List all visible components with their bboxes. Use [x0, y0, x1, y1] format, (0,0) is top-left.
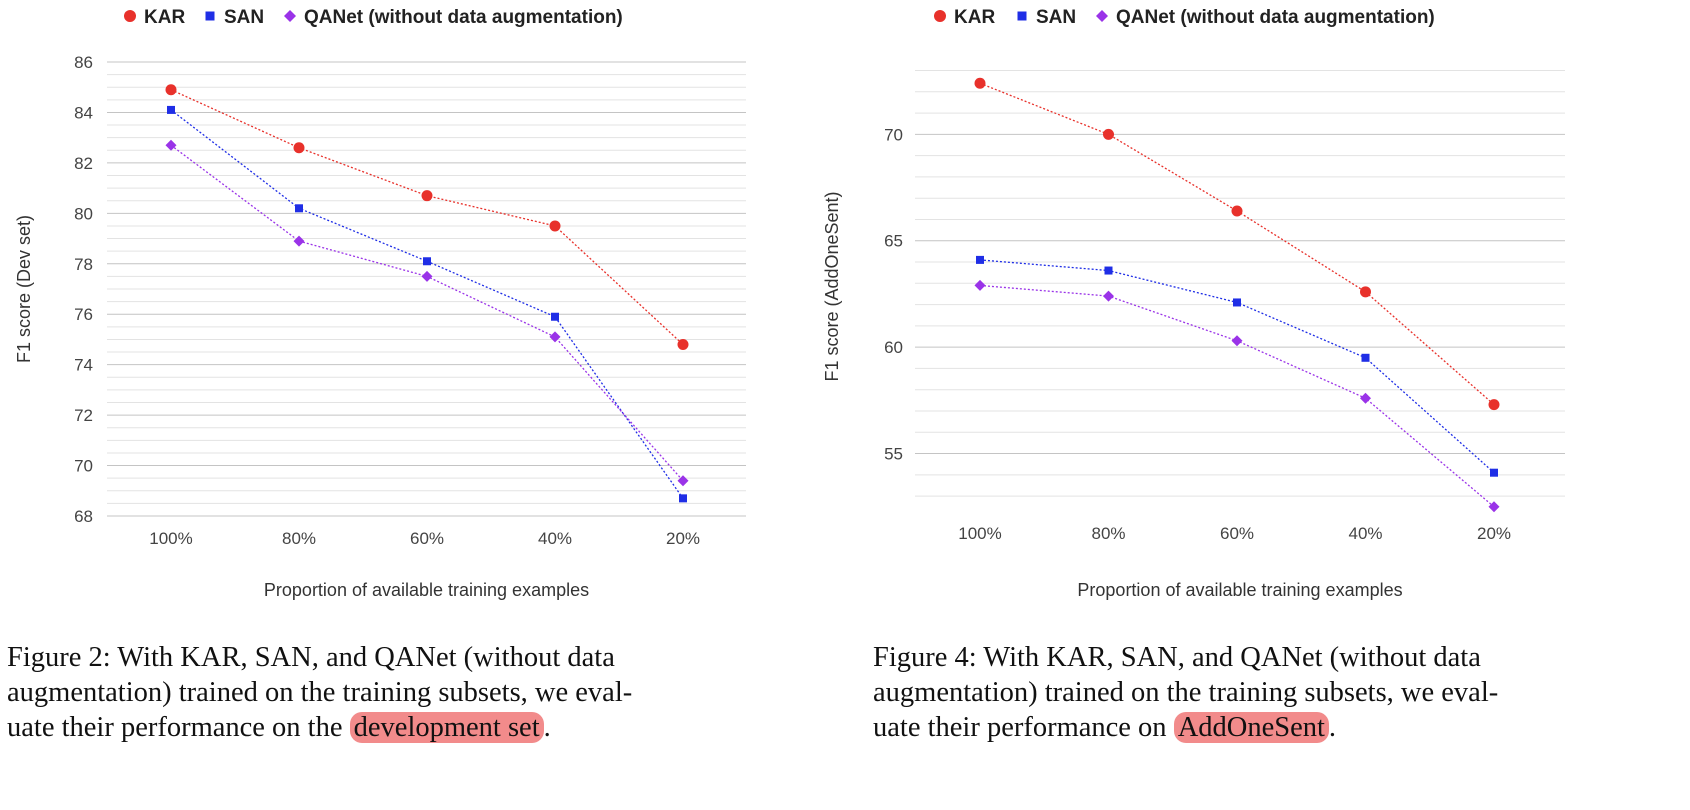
x-tick-label: 60%: [410, 529, 444, 548]
y-tick-label: 68: [74, 507, 93, 526]
data-point: [293, 142, 305, 154]
x-tick-label: 20%: [1477, 524, 1511, 543]
x-tick-label: 40%: [1348, 524, 1382, 543]
legend-marker: [284, 10, 296, 22]
y-axis-label: F1 score (Dev set): [14, 215, 34, 363]
caption-figure-2: Figure 2: With KAR, SAN, and QANet (with…: [7, 640, 807, 745]
data-point: [1104, 266, 1113, 275]
x-tick-label: 20%: [666, 529, 700, 548]
caption-text: .: [543, 712, 551, 743]
data-point: [1361, 353, 1370, 362]
data-point: [679, 494, 687, 503]
legend-entry: KAR: [954, 7, 995, 28]
series-line-kar: [979, 82, 1495, 406]
data-point: [677, 475, 689, 487]
y-tick-label: 86: [74, 53, 93, 72]
data-point: [165, 84, 177, 96]
legend-entry: QANet (without data augmentation): [1116, 7, 1435, 28]
caption-text: uate their performance on the: [7, 712, 343, 743]
chart-addonesent: 55 60 65 70 100% 80% 60% 40% 20% Proportion of av…: [822, 7, 1565, 600]
data-point: [976, 255, 984, 264]
y-tick-label: 60: [884, 338, 903, 357]
data-point: [165, 139, 177, 151]
series-line-san: [170, 109, 684, 499]
y-tick-label: 78: [74, 255, 93, 274]
caption-line: augmentation) trained on the training su…: [873, 677, 1499, 708]
data-point: [549, 331, 561, 343]
legend-marker: [205, 11, 215, 21]
legend-marker: [124, 10, 136, 22]
highlighted-term: development set: [349, 712, 544, 743]
data-point: [549, 220, 561, 232]
x-tick-label: 100%: [958, 524, 1001, 543]
data-point: [167, 105, 175, 114]
caption-line: augmentation) trained on the training su…: [7, 677, 633, 708]
y-tick-label: 82: [74, 154, 93, 173]
data-point: [1488, 399, 1500, 411]
data-point: [1488, 501, 1500, 513]
data-point: [1103, 290, 1114, 302]
data-point: [1360, 392, 1371, 404]
data-point: [293, 235, 305, 247]
data-point: [1231, 205, 1243, 217]
y-tick-label: 70: [74, 457, 93, 476]
data-point: [423, 257, 431, 266]
x-axis-label: Proportion of available training example…: [264, 580, 589, 600]
x-tick-label: 80%: [282, 529, 316, 548]
y-axis-label: F1 score (AddOneSent): [822, 191, 842, 381]
y-tick-label: 76: [74, 305, 93, 324]
data-point: [1490, 468, 1498, 477]
x-tick-label: 100%: [149, 529, 192, 548]
caption-line: Figure 2: With KAR, SAN, and QANet (with…: [7, 642, 615, 673]
caption-figure-4: Figure 4: With KAR, SAN, and QANet (with…: [873, 640, 1683, 745]
legend-marker: [934, 10, 946, 22]
y-tick-label: 84: [74, 103, 93, 122]
series-line-kar: [170, 89, 684, 345]
x-tick-label: 80%: [1091, 524, 1125, 543]
x-tick-label: 60%: [1220, 524, 1254, 543]
data-point: [551, 312, 559, 321]
highlighted-term: AddOneSent: [1173, 712, 1329, 743]
caption-text: uate their performance on: [873, 712, 1174, 743]
data-point: [421, 270, 433, 282]
data-point: [1103, 128, 1114, 140]
data-point: [974, 279, 986, 291]
y-tick-label: 55: [884, 445, 903, 464]
caption-line: uate their performance on AddOneSent.: [873, 710, 1683, 745]
legend-entry: QANet (without data augmentation): [304, 7, 623, 28]
legend-entry: SAN: [1036, 7, 1076, 28]
y-tick-label: 70: [884, 125, 903, 144]
legend-marker: [1096, 10, 1108, 22]
y-tick-label: 74: [74, 356, 93, 375]
data-point: [677, 338, 689, 350]
x-tick-label: 40%: [538, 529, 572, 548]
caption-text: .: [1328, 712, 1337, 743]
data-point: [295, 204, 303, 213]
caption-line: uate their performance on the developmen…: [7, 710, 807, 745]
data-point: [974, 77, 986, 89]
data-point: [1233, 298, 1241, 307]
x-axis-label: Proportion of available training example…: [1077, 580, 1402, 600]
data-point: [421, 190, 433, 202]
caption-line: Figure 4: With KAR, SAN, and QANet (with…: [873, 642, 1481, 673]
y-tick-label: 72: [74, 406, 93, 425]
legend-entry: KAR: [144, 7, 185, 28]
data-point: [1231, 335, 1243, 347]
legend-entry: SAN: [224, 7, 264, 28]
series-line-qanet: [979, 284, 1495, 508]
data-point: [1360, 286, 1371, 298]
y-tick-label: 65: [884, 232, 903, 251]
legend-marker: [1017, 11, 1027, 21]
chart-dev-set: 68 70 72 74 76 78 80 82 84 86 100% 80% 60% 40% 20% Prop…: [14, 7, 746, 600]
y-tick-label: 80: [74, 204, 93, 223]
